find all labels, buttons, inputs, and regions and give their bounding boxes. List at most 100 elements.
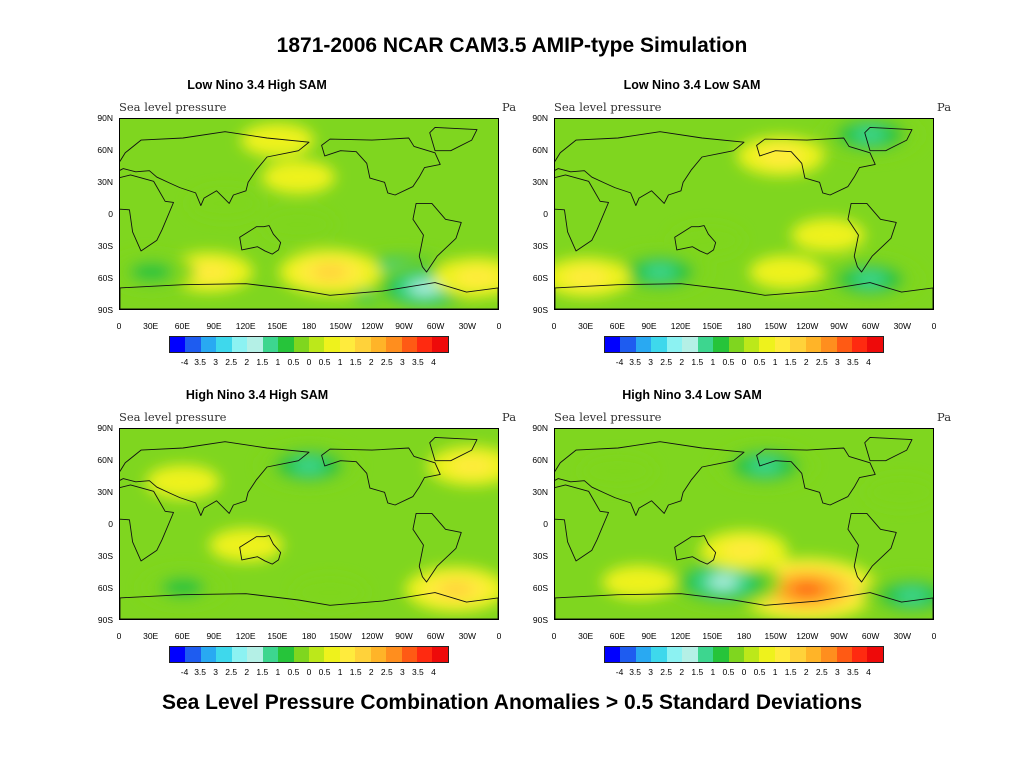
lon-tick-label: 90E [641,321,657,331]
colorbar-swatch [278,337,294,352]
colorbar-tick-label: 3.5 [194,357,207,367]
lon-tick-label: 150E [267,321,288,331]
colorbar-swatch [867,647,883,662]
map-svg [120,429,498,619]
colorbar-tick-label: 3.5 [194,667,207,677]
lon-tick-label: 150E [267,631,288,641]
colorbar-swatch [170,647,186,662]
colorbar-tick-label: 0 [306,667,312,677]
colorbar-swatch [355,647,371,662]
coastline-australia [239,225,282,255]
lon-tick-label: 120W [796,321,819,331]
coastline-north-america [756,447,876,506]
variable-label: Sea level pressure [554,100,662,114]
map-frame [554,118,934,310]
anomaly-contour [564,267,609,288]
lat-tick-label: 90N [97,423,113,433]
colorbar-tick-label: 1 [710,667,716,677]
colorbar-labels: -4 3.5 3 2.5 2 1.5 1 0.5 0 0.5 1 1.5 2 2.5 3 3.5 4 [604,667,884,679]
coastline-europe-asia [120,441,310,517]
coastline-europe-asia [120,131,310,207]
colorbar-swatch [308,337,325,352]
coastline-antarctica [555,592,933,619]
colorbar-swatch [386,647,402,662]
colorbar-swatch [432,647,448,662]
lon-tick-label: 30E [143,631,159,641]
colorbar-swatch [417,337,433,352]
lat-tick-label: 30S [97,551,113,561]
colorbar-swatch [185,647,201,662]
lat-tick-label: 30S [532,241,548,251]
map-svg [555,119,933,309]
colorbar [169,646,449,663]
coastline-south-america [412,512,462,583]
coastline-australia [674,535,717,565]
colorbar-tick-label: 4 [431,667,436,677]
colorbar-swatch [728,337,744,352]
colorbar-swatch [666,337,683,352]
lat-tick-label: 60S [532,273,548,283]
colorbar-swatch [355,337,371,352]
colorbar-tick-label: 3 [834,357,840,367]
lat-tick-label: 90S [97,305,113,315]
colorbar-tick-label: -4 [615,357,624,367]
colorbar-tick-label: 2.5 [380,667,393,677]
colorbar-tick-label: 1 [337,357,343,367]
colorbar-tick-label: 0 [741,357,747,367]
colorbar-swatch [293,337,309,352]
coastline-africa [555,174,609,252]
colorbar-swatch [666,647,683,662]
lon-tick-label: 150W [764,631,787,641]
colorbar-tick-label: 0.5 [753,667,766,677]
footer-caption: Sea Level Pressure Combination Anomalies… [161,691,863,714]
colorbar-swatch [370,337,387,352]
colorbar-swatch [867,337,883,352]
colorbar-tick-label: 1.5 [784,357,797,367]
anomaly-contour [708,575,738,589]
lat-tick-label: 30S [532,551,548,561]
coastline-north-america [321,137,441,196]
colorbar-tick-label: 2 [368,667,374,677]
colorbar-swatch [774,337,791,352]
colorbar-swatch [200,647,217,662]
lon-tick-label: 0 [116,321,122,331]
map-panel: Low Nino 3.4 Low SAM Sea level pressure Pa… [522,78,972,368]
panel-title: High Nino 3.4 High SAM [185,388,329,402]
colorbar-tick-label: 2 [244,667,250,677]
colorbar-tick-label: 3 [213,667,219,677]
coastline-europe-asia [555,131,745,207]
colorbar-swatch [262,647,279,662]
colorbar-swatch [790,337,806,352]
anomaly-contour [795,584,819,595]
lat-tick-label: 90S [532,305,548,315]
lat-tick-label: 60N [97,145,113,155]
colorbar-tick-label: 1 [772,667,778,677]
anomaly-contour [749,255,823,289]
lon-tick-label: 30W [458,321,477,331]
colorbar-swatch [697,647,714,662]
anomaly-contour [410,281,439,295]
colorbar-swatch [759,337,775,352]
colorbar [169,336,449,353]
panel-title: High Nino 3.4 Low SAM [622,388,762,402]
lat-tick-label: 60S [97,273,113,283]
lon-tick-label: 0 [116,631,122,641]
colorbar-tick-label: 3 [648,357,654,367]
colorbar-swatch [216,337,232,352]
lat-tick-label: 90S [532,615,548,625]
colorbar-tick-label: 3.5 [411,357,424,367]
colorbar [604,646,884,663]
anomaly-contour [292,458,326,474]
colorbar-swatch [278,647,294,662]
colorbar-labels: -4 3.5 3 2.5 2 1.5 1 0.5 0 0.5 1 1.5 2 2.5 3 3.5 4 [169,357,449,369]
colorbar-tick-label: 2 [803,667,809,677]
lon-tick-label: 90W [830,321,848,331]
colorbar-tick-label: 0 [741,667,747,677]
colorbar-tick-label: 1.5 [691,357,704,367]
lon-tick-label: 90W [830,631,848,641]
lon-tick-label: 150W [329,321,352,331]
colorbar-tick-label: 3 [648,667,654,677]
colorbar-swatch [682,647,698,662]
anomaly-contour [187,262,232,282]
coastline-africa [120,484,174,562]
